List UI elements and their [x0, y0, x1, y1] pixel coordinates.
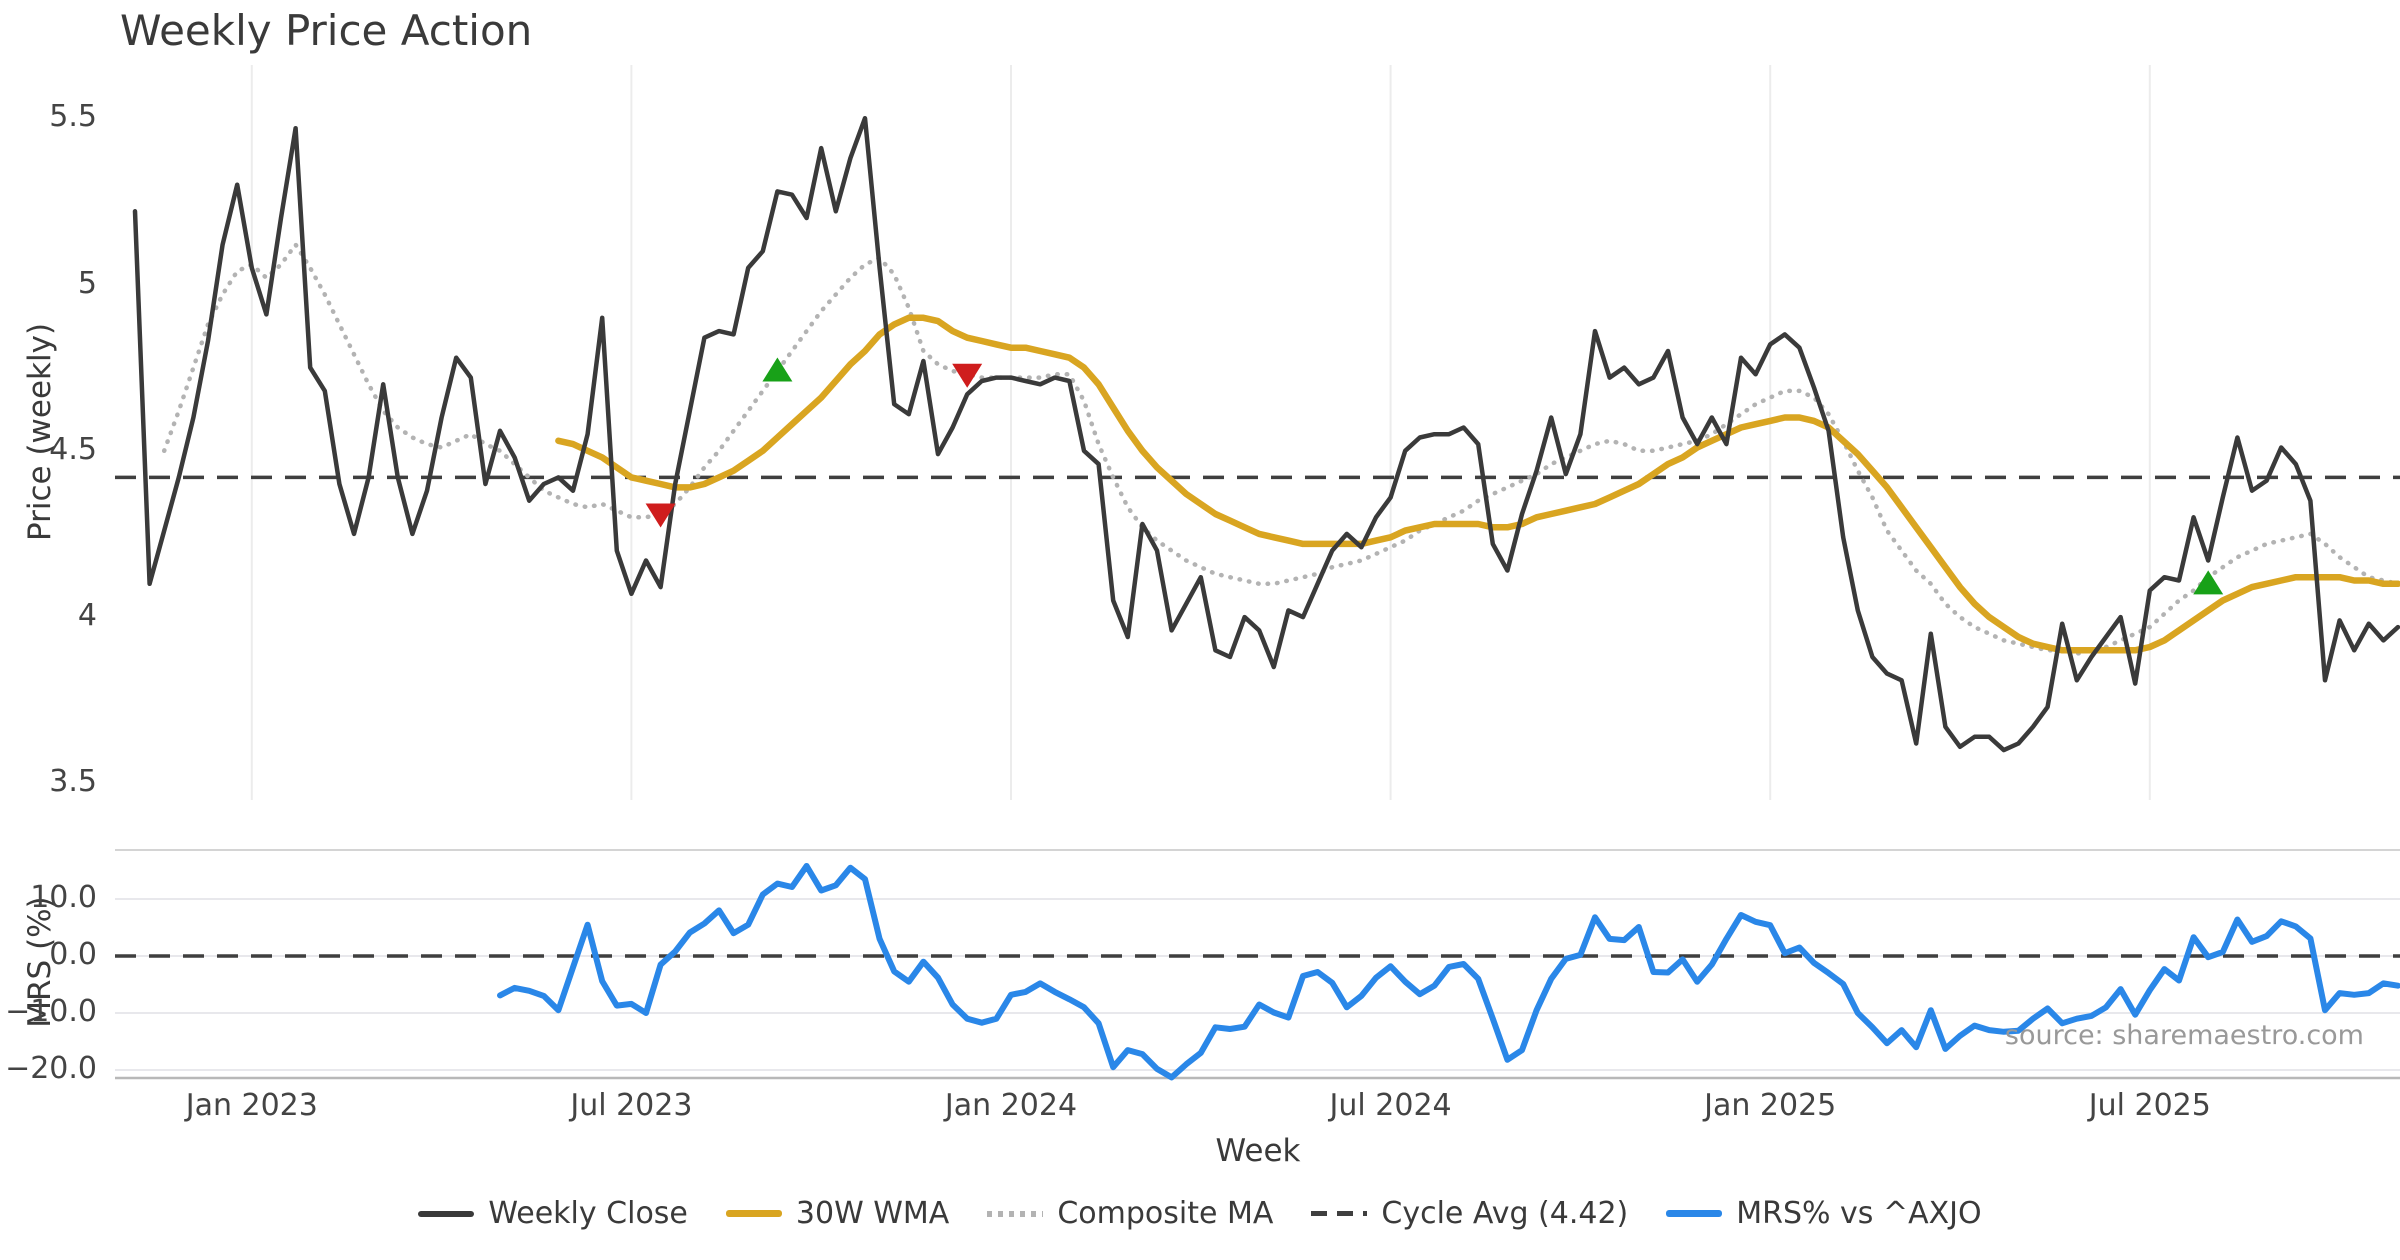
chart-title: Weekly Price Action	[120, 6, 533, 55]
legend-item-composite: Composite MA	[987, 1196, 1273, 1231]
legend-label: 30W WMA	[795, 1196, 950, 1231]
sell-signal-marker	[645, 503, 676, 528]
price-ytick: 4.5	[49, 431, 97, 467]
weekly-close-line-swatch	[418, 1210, 475, 1217]
legend-label: Cycle Avg (4.42)	[1381, 1196, 1629, 1231]
wma30-line	[555, 314, 2400, 654]
mrs-line	[497, 863, 2400, 1081]
x-axis-label: Week	[1215, 1133, 1301, 1169]
legend-item-cycle-avg: Cycle Avg (4.42)	[1311, 1196, 1628, 1231]
legend-label: Composite MA	[1057, 1196, 1274, 1231]
legend: Weekly Close 30W WMA Composite MA Cycle …	[0, 1196, 2400, 1231]
x-tick: Jul 2024	[1329, 1088, 1452, 1123]
legend-item-wma: 30W WMA	[725, 1196, 950, 1231]
wma-line-swatch	[725, 1210, 782, 1217]
price-ytick: 4	[77, 598, 97, 634]
composite-dotted-swatch	[987, 1210, 1044, 1217]
buy-signal-marker	[762, 357, 793, 382]
legend-label: MRS% vs ^AXJO	[1736, 1196, 1982, 1231]
price-ytick: 3.5	[49, 764, 97, 800]
composite-ma-line	[161, 242, 2400, 656]
mrs-ytick: −20.0	[5, 1051, 97, 1087]
price-ytick: 5	[77, 265, 97, 301]
legend-item-weekly-close: Weekly Close	[418, 1196, 688, 1231]
x-tick: Jul 2025	[2088, 1088, 2211, 1123]
source-watermark: source: sharemaestro.com	[2004, 1020, 2364, 1051]
weekly-close-line	[132, 115, 2400, 753]
buy-signal-marker	[2193, 570, 2224, 595]
legend-item-mrs: MRS% vs ^AXJO	[1666, 1196, 1982, 1231]
price-ytick: 5.5	[49, 99, 97, 135]
mrs-ytick: 10.0	[30, 880, 97, 916]
mrs-ytick: 0.0	[49, 937, 97, 973]
x-tick: Jan 2023	[185, 1088, 318, 1123]
mrs-line-swatch	[1666, 1210, 1723, 1217]
cycle-avg-dashed-swatch	[1311, 1211, 1368, 1216]
x-tick: Jul 2023	[570, 1088, 693, 1123]
mrs-ytick: −10.0	[5, 994, 97, 1030]
legend-label: Weekly Close	[488, 1196, 688, 1231]
x-tick: Jan 2025	[1704, 1088, 1837, 1123]
sell-signal-marker	[952, 363, 983, 388]
x-tick: Jan 2024	[944, 1088, 1078, 1123]
